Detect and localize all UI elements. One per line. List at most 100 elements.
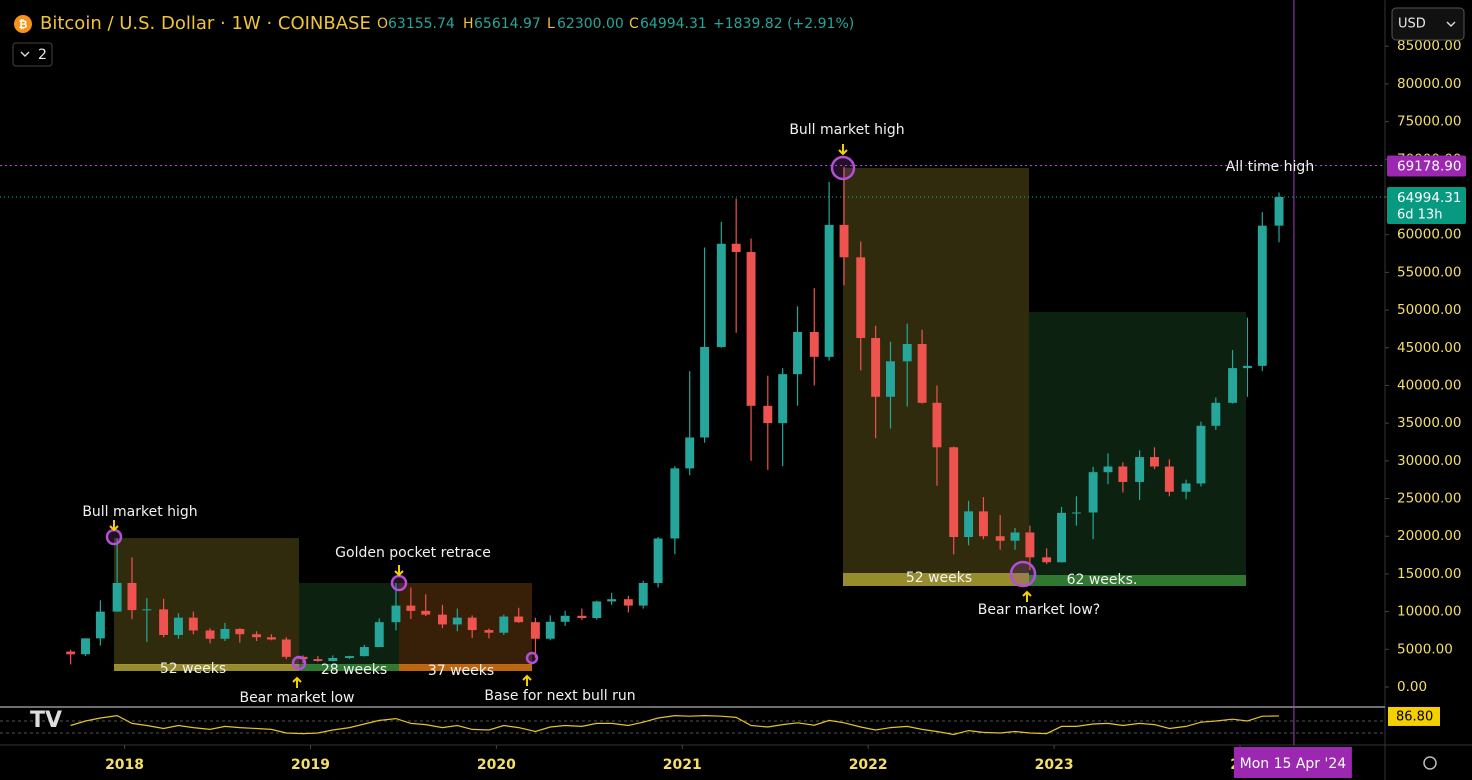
candle-body xyxy=(452,617,462,625)
highlight-circle xyxy=(390,574,408,592)
y-tick-label: 25000.00 xyxy=(1397,491,1461,507)
arrow-icon xyxy=(109,520,119,532)
highlight-circle xyxy=(105,528,123,546)
y-tick-label: 30000.00 xyxy=(1397,453,1461,469)
last-price-box xyxy=(1387,187,1466,225)
candle-body xyxy=(1196,425,1206,484)
candle-body xyxy=(1211,402,1221,426)
candle-body xyxy=(421,610,431,615)
ath-price-label: 69178.90 xyxy=(1397,158,1461,174)
candle-body xyxy=(809,331,819,357)
range-box xyxy=(399,583,532,665)
candle-body xyxy=(313,659,323,661)
arrow-icon xyxy=(1022,590,1032,602)
annotation: Bull market high xyxy=(789,122,904,138)
candle-body xyxy=(871,337,881,397)
candle-body xyxy=(1274,197,1284,226)
ohlc-letter: C xyxy=(629,16,639,32)
candle-body xyxy=(670,468,680,539)
candle-body xyxy=(220,628,230,639)
arrow-icon xyxy=(838,144,848,156)
candle-body xyxy=(545,621,555,639)
candle-body xyxy=(1088,472,1098,513)
candle-body xyxy=(1135,457,1145,482)
countdown-label: 6d 13h xyxy=(1397,208,1442,223)
annotation: Bear market low? xyxy=(978,602,1100,618)
ohlc-value: 65614.97 xyxy=(474,16,541,32)
y-tick-label: 10000.00 xyxy=(1397,604,1461,620)
candle-body xyxy=(359,647,369,657)
candle-body xyxy=(328,657,338,661)
y-tick-label: 20000.00 xyxy=(1397,528,1461,544)
currency-selector[interactable]: USD xyxy=(1391,7,1465,41)
ohlc-value: 64994.31 xyxy=(640,16,707,32)
candle-body xyxy=(1025,532,1035,558)
range-box xyxy=(843,168,1029,573)
range-bar xyxy=(1029,575,1246,586)
settings-icon[interactable] xyxy=(1423,756,1437,770)
x-tick-label: 2020 xyxy=(477,757,516,773)
y-tick-label: 60000.00 xyxy=(1397,227,1461,243)
y-tick-label: 15000.00 xyxy=(1397,566,1461,582)
y-tick-label: 55000.00 xyxy=(1397,264,1461,280)
range-bar xyxy=(114,664,299,671)
ohlc-letter: O xyxy=(377,16,388,32)
annotation: Bear market low xyxy=(239,690,354,706)
candle-body xyxy=(716,243,726,348)
candle-body xyxy=(205,630,215,639)
ohlc-letter: H xyxy=(463,16,474,32)
candle-body xyxy=(95,611,105,639)
arrow-icon xyxy=(394,565,404,577)
highlight-circle xyxy=(1009,560,1037,588)
y-tick-label: 35000.00 xyxy=(1397,415,1461,431)
currency-label: USD xyxy=(1398,17,1426,32)
candle-body xyxy=(514,616,524,623)
y-tick-label: 0.00 xyxy=(1397,679,1427,695)
candle-body xyxy=(746,252,756,406)
candle-body xyxy=(1057,512,1066,563)
chevron-icon xyxy=(20,51,30,57)
candle-body xyxy=(1103,466,1113,473)
ohlc-letter: L xyxy=(547,16,555,32)
crosshair-date-label: Mon 15 Apr '24 xyxy=(1240,756,1347,772)
indicator-toggle-button[interactable] xyxy=(12,42,53,67)
candle-body xyxy=(127,582,137,611)
indicator-toggle[interactable]: 2 xyxy=(12,42,53,67)
candle-body xyxy=(886,361,895,397)
rsi-line xyxy=(70,714,1280,736)
range-box xyxy=(299,583,399,665)
candle-body xyxy=(932,402,942,448)
candle-body xyxy=(1118,466,1128,482)
range-bar xyxy=(843,573,1029,586)
ohlc-value: 63155.74 xyxy=(388,16,455,32)
arrow-icon xyxy=(292,676,302,688)
candle-body xyxy=(917,344,927,403)
candle-body xyxy=(81,638,90,655)
bitcoin-icon-glyph: ₿ xyxy=(19,18,28,31)
candle-body xyxy=(530,622,540,639)
candle-body xyxy=(374,622,384,648)
candle-body xyxy=(1181,483,1191,492)
annotation: 28 weeks xyxy=(321,662,387,678)
candle-body xyxy=(252,634,262,638)
candle-body xyxy=(685,437,695,469)
last-price-label: 64994.31 xyxy=(1397,190,1461,206)
annotation: Bull market high xyxy=(82,504,197,520)
currency-button[interactable] xyxy=(1391,7,1465,41)
candle-body xyxy=(964,511,974,537)
candle-body xyxy=(437,614,447,625)
y-tick-label: 40000.00 xyxy=(1397,377,1461,393)
y-tick-label: 75000.00 xyxy=(1397,114,1461,130)
candle-body xyxy=(560,615,570,622)
candle-body xyxy=(623,599,633,606)
candle-body xyxy=(995,536,1005,541)
candle-body xyxy=(763,405,773,424)
candle-body xyxy=(281,639,291,657)
x-tick-label: 2021 xyxy=(663,757,702,773)
x-tick-label: 2022 xyxy=(849,757,888,773)
indicator-count: 2 xyxy=(38,47,47,63)
candle-body xyxy=(188,617,198,631)
candle-body xyxy=(1242,365,1252,369)
x-tick-label: 2018 xyxy=(105,757,144,773)
annotation: All time high xyxy=(1226,159,1314,175)
